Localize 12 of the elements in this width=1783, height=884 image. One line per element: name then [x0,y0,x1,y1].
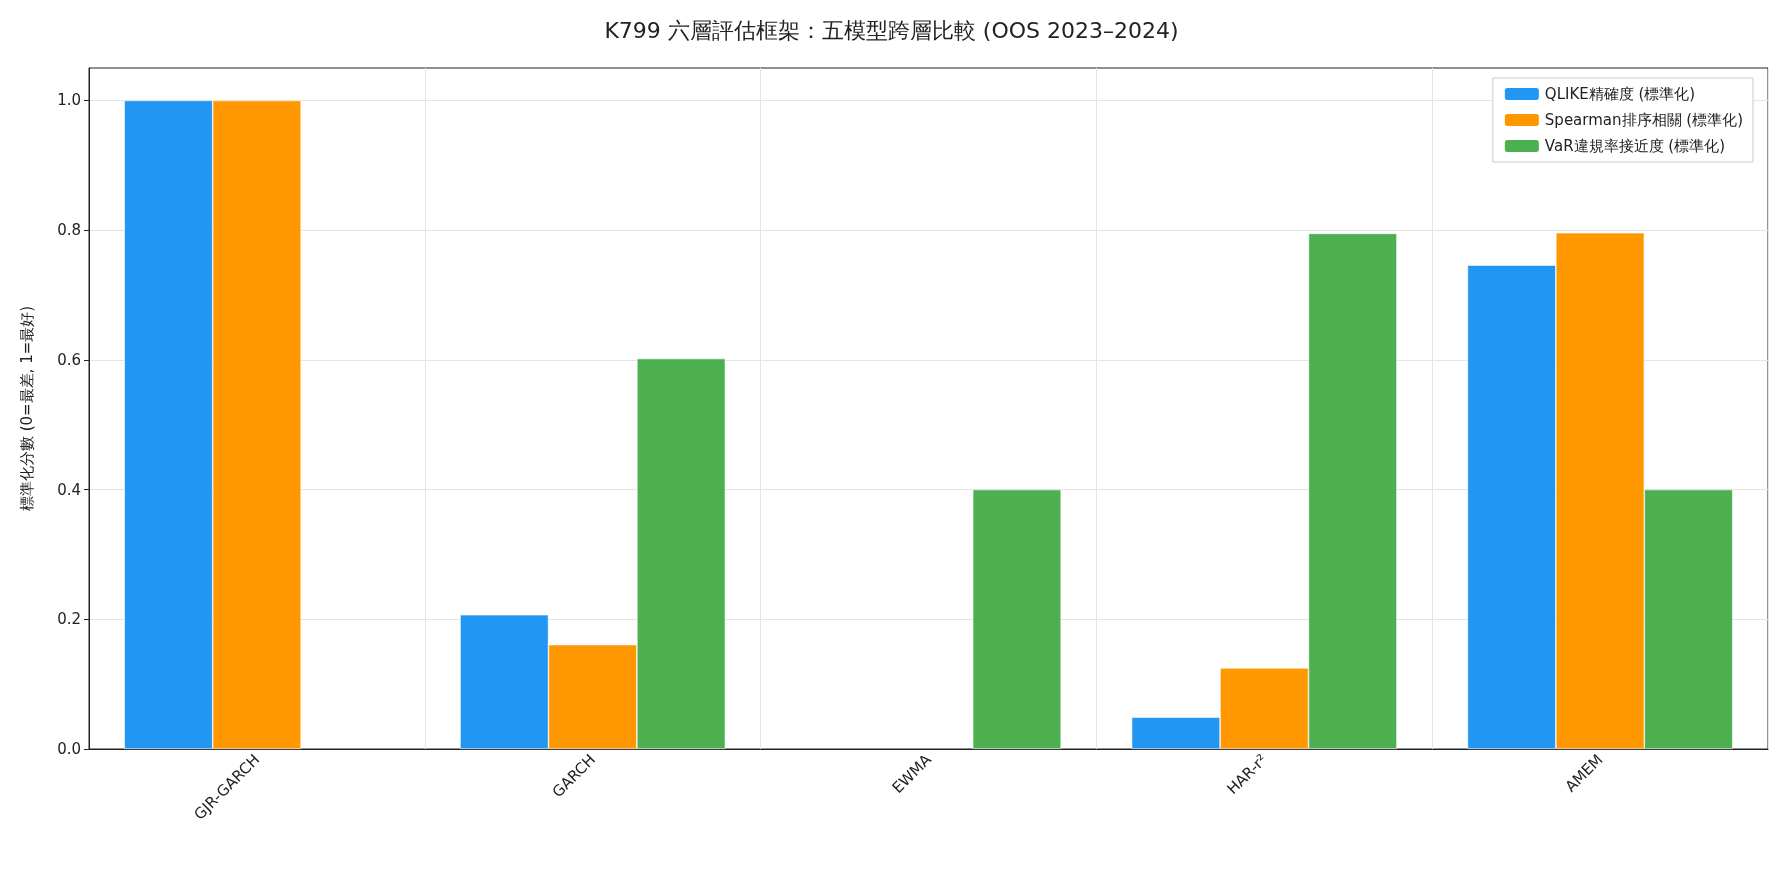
chart-title: K799 六層評估框架：五模型跨層比較 (OOS 2023–2024) [604,17,1179,43]
legend-label: Spearman排序相關 (標準化) [1544,111,1744,129]
y-axis-title: 標準化分數 (0=最差, 1=最好) [17,305,36,512]
y-tick-label: 0.4 [57,480,81,499]
y-tick-label: 0.6 [57,350,81,369]
y-tick-label: 1.0 [57,91,81,110]
bar [972,489,1062,749]
legend-label: VaR違規率接近度 (標準化) [1544,137,1726,155]
legend-label: QLIKE精確度 (標準化) [1544,85,1696,103]
y-tick-label: 0.0 [57,740,81,758]
y-tick-label: 0.8 [57,221,81,240]
y-tick-label: 0.2 [57,610,81,629]
